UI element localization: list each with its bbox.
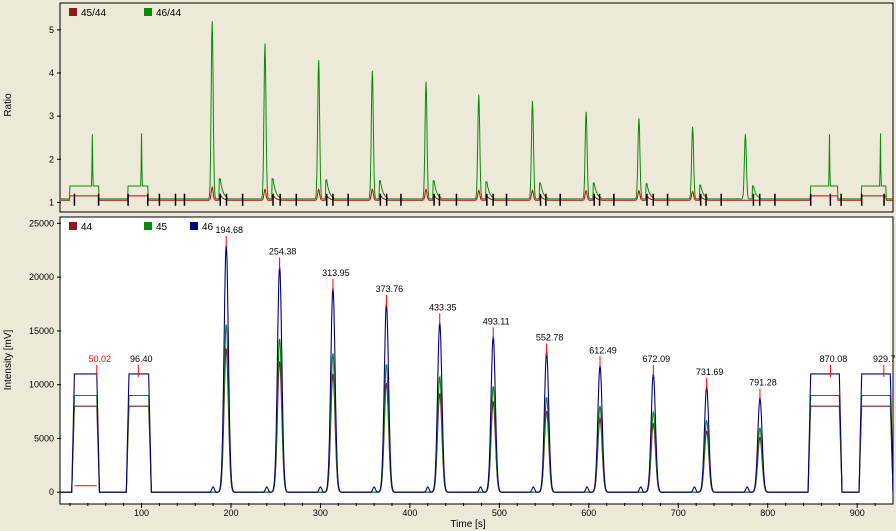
intensity-line-46 [61, 245, 894, 493]
x-tick-label: 300 [313, 508, 328, 518]
intensity-y-axis-label: Intensity [mV] [3, 329, 14, 390]
legend-swatch-46[interactable] [190, 222, 198, 230]
legend-swatch-45-44[interactable] [69, 8, 77, 16]
x-tick-label: 500 [492, 508, 507, 518]
peak-time-label: 373.76 [376, 284, 404, 294]
intensity-y-tick-label: 5000 [34, 433, 54, 443]
ratio-axes: 1 2 3 4 5 [49, 25, 61, 207]
intensity-y-tick-label: 25000 [29, 218, 54, 228]
ratio-y-tick-label: 5 [49, 25, 54, 35]
peak-time-label: 194.68 [215, 225, 243, 235]
peak-time-label: 493.11 [483, 316, 510, 326]
ratio-plot[interactable] [61, 21, 893, 206]
peak-time-label: 313.95 [322, 268, 350, 278]
legend-swatch-45[interactable] [144, 222, 152, 230]
ratio-line-46-44 [61, 21, 893, 200]
legend-swatch-44[interactable] [69, 222, 77, 230]
intensity-y-tick-label: 10000 [29, 380, 54, 390]
peak-time-label: 96.40 [130, 354, 153, 364]
intensity-y-tick-label: 0 [49, 487, 54, 497]
x-tick-label: 900 [850, 508, 865, 518]
intensity-y-tick-label: 15000 [29, 326, 54, 336]
x-tick-label: 600 [581, 508, 596, 518]
peak-time-label: 612.49 [589, 345, 617, 355]
peak-time-label: 731.69 [696, 367, 724, 377]
ratio-y-tick-label: 1 [49, 197, 54, 207]
ratio-y-tick-label: 3 [49, 111, 54, 121]
legend-swatch-46-44[interactable] [144, 8, 152, 16]
x-tick-label: 800 [760, 508, 775, 518]
peak-time-label: 791.28 [749, 378, 777, 388]
legend-label-44: 44 [81, 222, 93, 233]
legend-label-46: 46 [202, 222, 214, 233]
peak-time-label: 929.73 [873, 354, 896, 364]
peak-labels: 50.02 96.40 870.08 929.73 194.68 254.38 313.95… [89, 225, 896, 401]
peak-time-label: 433.35 [429, 302, 457, 312]
ratio-line-45-44 [61, 185, 893, 201]
ratio-panel-frame [59, 2, 894, 213]
peak-time-label: 672.09 [643, 354, 671, 364]
x-tick-label: 100 [134, 508, 149, 518]
ratio-legend[interactable]: 45/44 46/44 [69, 8, 181, 19]
intensity-legend[interactable]: 44 45 46 [69, 222, 214, 233]
peak-time-label: 254.38 [269, 246, 297, 256]
intensity-axes: 0 5000 10000 15000 20000 25000 100 200 300 400 500… [29, 218, 876, 518]
ratio-y-tick-label: 4 [49, 68, 54, 78]
intensity-plot[interactable] [61, 245, 894, 493]
intensity-panel-frame [59, 216, 894, 505]
ratio-y-tick-label: 2 [49, 154, 54, 164]
peak-time-label: 552.78 [536, 332, 564, 342]
peak-time-label: 870.08 [820, 354, 848, 364]
x-axis-label: Time [s] [450, 519, 485, 530]
legend-label-45-44: 45/44 [81, 8, 106, 19]
x-tick-label: 700 [671, 508, 686, 518]
legend-label-45: 45 [156, 222, 168, 233]
ratio-y-axis-label: Ratio [3, 93, 14, 117]
x-tick-label: 200 [223, 508, 238, 518]
legend-label-46-44: 46/44 [156, 8, 181, 19]
x-tick-label: 400 [402, 508, 417, 518]
intensity-y-tick-label: 20000 [29, 272, 54, 282]
peak-time-label: 50.02 [89, 354, 112, 364]
